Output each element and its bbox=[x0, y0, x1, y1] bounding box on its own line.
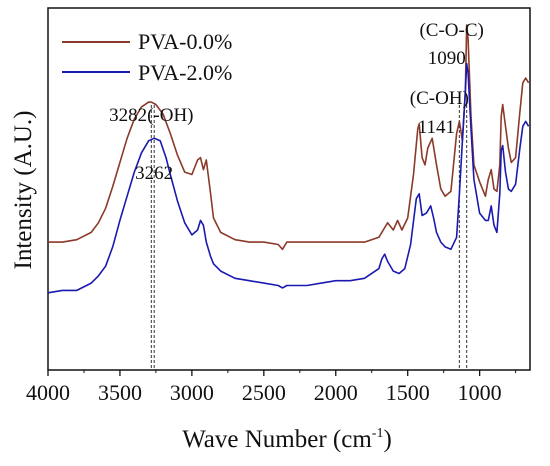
legend: PVA-0.0% PVA-2.0% bbox=[62, 29, 232, 85]
reference-lines bbox=[150, 105, 468, 370]
annotation-0: 3282(-OH) bbox=[109, 105, 193, 126]
annotation-4: (C-O-C) bbox=[419, 20, 483, 41]
annotation-1: 3262 bbox=[135, 163, 173, 184]
x-axis-title-end: ) bbox=[383, 426, 391, 453]
annotation-3: 1141 bbox=[418, 117, 455, 138]
x-axis-title-superscript: -1 bbox=[372, 426, 384, 441]
x-axis-ticks: 4000 3500 3000 2500 2000 1500 1000 bbox=[26, 370, 517, 405]
x-tick-label-2500: 2500 bbox=[242, 380, 286, 405]
x-tick-label-1500: 1500 bbox=[386, 380, 430, 405]
x-tick-label-3000: 3000 bbox=[170, 380, 214, 405]
legend-label-pva-2: PVA-2.0% bbox=[138, 60, 232, 85]
legend-label-pva-0: PVA-0.0% bbox=[138, 29, 232, 54]
x-tick-label-2000: 2000 bbox=[314, 380, 358, 405]
plot-frame bbox=[47, 7, 531, 371]
series-line-pva-0 bbox=[48, 24, 530, 251]
x-axis-title: Wave Number (cm-1) bbox=[182, 426, 392, 453]
x-tick-label-3500: 3500 bbox=[98, 380, 142, 405]
y-axis-title: Intensity (A.U.) bbox=[10, 111, 37, 270]
x-axis-title-main: Wave Number (cm bbox=[182, 426, 372, 453]
annotation-2: (C-OH) bbox=[410, 88, 469, 109]
x-tick-label-1000: 1000 bbox=[458, 380, 502, 405]
x-tick-label-4000: 4000 bbox=[26, 380, 70, 405]
series-layer bbox=[47, 24, 530, 294]
series-line-pva-2 bbox=[47, 62, 530, 294]
peak-annotations: 3282(-OH) 3262 (C-OH) 1141 (C-O-C) 1090 bbox=[109, 20, 484, 184]
annotation-5: 1090 bbox=[428, 48, 466, 69]
